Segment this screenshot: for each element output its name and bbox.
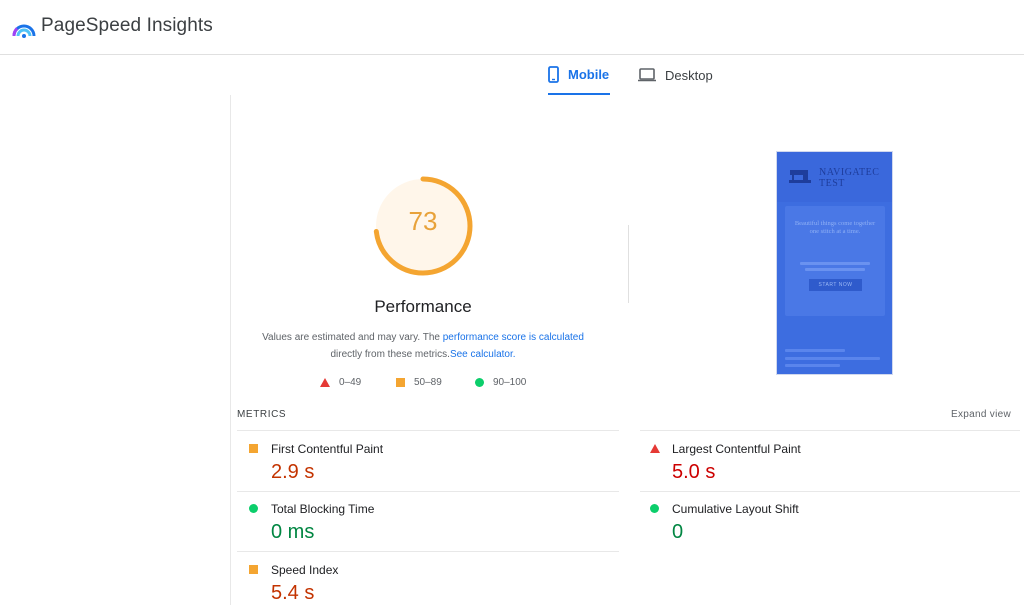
tab-desktop-label: Desktop [665,67,713,83]
left-divider [230,95,231,605]
preview-footer-line [785,357,880,360]
legend-good-label: 90–100 [493,377,527,388]
metric-total-blocking-time: Total Blocking Time 0 ms [237,491,577,551]
metric-speed-index: Speed Index 5.4 s [237,552,577,605]
preview-footer-line [785,364,840,367]
preview-start-button: START NOW [809,279,862,291]
metric-name: First Contentful Paint [271,442,384,456]
smartphone-icon [548,65,559,83]
header: PageSpeed Insights [0,0,1024,55]
app-title[interactable]: PageSpeed Insights [41,15,213,36]
score-note: Values are estimated and may vary. The p… [240,329,606,363]
metrics-divider [237,551,619,552]
note-text-before: Values are estimated and may vary. The [262,332,443,343]
metrics-divider [640,491,1020,492]
metric-value: 5.0 s [672,461,716,483]
metric-cumulative-layout-shift: Cumulative Layout Shift 0 [638,491,978,551]
metric-name: Speed Index [271,563,339,577]
preview-hero: Beautiful things come together one stitc… [785,206,885,316]
gauge-background [376,179,470,273]
metric-first-contentful-paint: First Contentful Paint 2.9 s [237,431,577,491]
metric-value: 5.4 s [271,582,315,604]
red-triangle-icon [650,444,660,453]
legend-poor: 0–49 [320,377,361,388]
orange-square-icon [396,378,405,387]
tab-mobile-label: Mobile [568,66,610,82]
red-triangle-icon [320,378,330,387]
preview-header: NAVIGATEC TEST [777,152,892,202]
metric-largest-contentful-paint: Largest Contentful Paint 5.0 s [638,431,978,491]
metric-name: Total Blocking Time [271,502,375,516]
metrics-divider [237,491,619,492]
metrics-heading: METRICS [237,409,287,420]
orange-square-icon [249,565,258,574]
center-divider [628,225,629,303]
legend-average-label: 50–89 [414,377,442,388]
legend-poor-label: 0–49 [339,377,362,388]
performance-score: 73 [408,206,438,236]
preview-brand: NAVIGATEC TEST [819,168,879,189]
metric-name: Cumulative Layout Shift [672,502,799,516]
preview-hero-text-line [800,262,870,265]
metrics-divider [640,430,1020,431]
gauge-arc [373,176,473,276]
orange-square-icon [249,444,258,453]
preview-button-label: START NOW [818,282,853,288]
metric-value: 2.9 s [271,461,315,483]
preview-brand-line2: TEST [819,178,845,189]
legend-good: 90–100 [475,377,526,388]
green-circle-icon [650,504,659,513]
pagespeed-logo-icon[interactable] [12,16,36,38]
metric-name: Largest Contentful Paint [672,442,801,456]
page-screenshot-preview: NAVIGATEC TEST Beautiful things come tog… [776,151,893,375]
preview-brand-line1: NAVIGATEC [819,167,880,178]
metric-value: 0 [672,521,684,543]
legend-average: 50–89 [396,377,442,388]
tab-desktop[interactable]: Desktop [638,55,713,95]
metric-value: 0 ms [271,521,315,543]
note-text-middle: directly from these metrics. [330,349,450,360]
device-tabs: Mobile Desktop [0,55,1024,97]
performance-score-link[interactable]: performance score is calculated [442,332,584,343]
see-calculator-link[interactable]: See calculator. [449,349,516,360]
expand-view-button[interactable]: Expand view [951,409,1011,420]
sewing-machine-icon [789,170,811,183]
green-circle-icon [475,378,484,387]
preview-hero-title: Beautiful things come together one stitc… [794,220,876,235]
metrics-divider [237,430,619,431]
preview-hero-text-line [805,268,865,271]
performance-gauge [373,176,473,276]
laptop-icon [638,68,656,82]
preview-footer-line [785,349,845,352]
tab-mobile[interactable]: Mobile [548,55,610,95]
green-circle-icon [249,504,258,513]
performance-title: Performance [374,297,472,316]
